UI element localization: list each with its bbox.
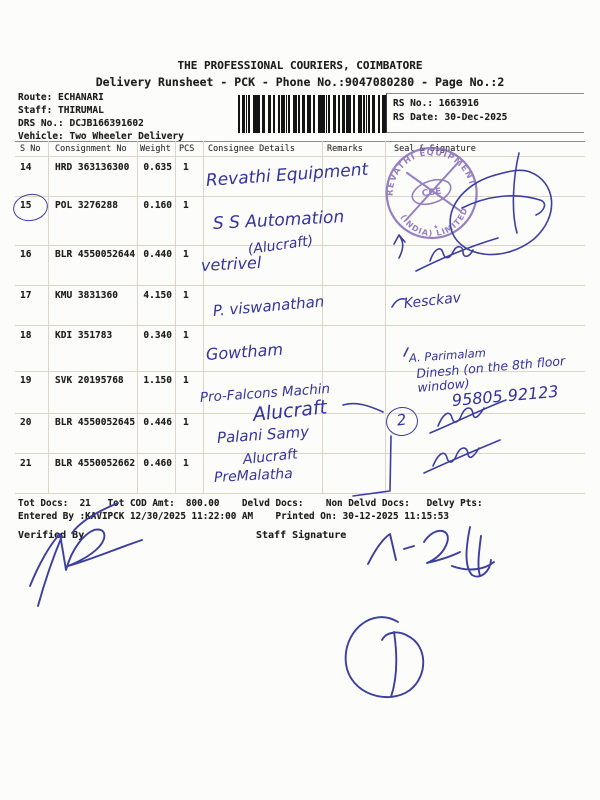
row-weight: 0.460 [143, 458, 172, 469]
col-header-pcs: PCS [179, 144, 195, 154]
row-sno: 19 [20, 375, 32, 386]
grid-line [203, 141, 204, 493]
big-oval-signature-t [461, 152, 546, 234]
rs-info-box: RS No.: 1663916 RS Date: 30-Dec-2025 [386, 93, 584, 133]
grid-line [15, 141, 585, 142]
grid-line [15, 493, 585, 494]
row-sno: 18 [20, 330, 32, 341]
row-sno: 14 [20, 162, 32, 173]
row-consignment: POL 3276288 [55, 200, 118, 211]
grid-line [15, 285, 585, 286]
vehicle-label: Vehicle: Two Wheeler Delivery [18, 131, 184, 142]
staff-signature-label: Staff Signature [256, 530, 347, 541]
stamp-star-icon: ★ [433, 221, 439, 231]
row-weight: 0.446 [143, 417, 172, 428]
row-pcs: 1 [183, 375, 189, 386]
row-weight: 0.340 [143, 330, 172, 341]
grid-line [385, 141, 386, 493]
verified-by-label: Verified By [18, 530, 85, 541]
row-sno: 20 [20, 417, 32, 428]
big-oval-signature [449, 169, 553, 256]
grid-line [15, 196, 585, 197]
grid-line [15, 413, 585, 414]
rs-date: RS Date: 30-Dec-2025 [393, 112, 508, 123]
grid-line [15, 453, 585, 454]
row-weight: 0.160 [143, 200, 172, 211]
parimalam-tick [403, 347, 409, 357]
row-pcs: 1 [183, 162, 189, 173]
row-consignment: SVK 20195768 [55, 375, 124, 386]
row-weight: 0.635 [143, 162, 172, 173]
col-header-weight: Weight [140, 144, 171, 154]
rs-no: RS No.: 1663916 [393, 98, 479, 109]
remark-arrow-up [393, 234, 406, 259]
row-consignment: BLR 4550052662 [55, 458, 136, 469]
row-weight: 1.150 [143, 375, 172, 386]
row-sno: 15 [20, 200, 32, 211]
row-consignment: KMU 3831360 [55, 290, 118, 301]
bottom-pen-circle [344, 616, 425, 699]
courier-title: THE PROFESSIONAL COURIERS, COIMBATORE [177, 59, 423, 72]
row-consignment: BLR 4550052644 [55, 249, 136, 260]
grid-line [137, 141, 138, 493]
row-consignment: KDI 351783 [55, 330, 113, 341]
bracket-line [342, 402, 392, 497]
row-pcs: 1 [183, 458, 189, 469]
company-stamp: REVATHI EQUIPMENT (INDIA) LIMITED CBE ★ [380, 143, 478, 242]
totals-line: Tot Docs: 21 Tot COD Amt: 800.00 Delvd D… [18, 498, 483, 509]
row-sno: 17 [20, 290, 32, 301]
grid-line [15, 156, 585, 157]
grid-line [15, 245, 585, 246]
col-header-remarks: Remarks [327, 144, 363, 154]
keshav-arrow [391, 297, 406, 308]
manu-signature-2 [423, 439, 501, 474]
grid-line [15, 371, 585, 372]
entered-line: Entered By :KAVIPCK 12/30/2025 11:22:00 … [18, 511, 449, 522]
grid-line [48, 141, 49, 493]
row-consignment: BLR 4550052645 [55, 417, 136, 428]
row-consignment: HRD 363136300 [55, 162, 130, 173]
staff-label: Staff: THIRUMAL [18, 105, 104, 116]
runsheet-barcode [238, 95, 386, 133]
row-pcs: 1 [183, 417, 189, 428]
row-weight: 0.440 [143, 249, 172, 260]
runsheet-subtitle: Delivery Runsheet - PCK - Phone No.:9047… [95, 75, 505, 89]
verified-by-signature [29, 502, 143, 607]
row-pcs: 1 [183, 290, 189, 301]
row-pcs: 1 [183, 200, 189, 211]
row-pcs: 1 [183, 330, 189, 341]
grid-line [322, 141, 323, 493]
row-sno: 16 [20, 249, 32, 260]
col-header-sno: S No [20, 144, 41, 154]
row-sno: 21 [20, 458, 32, 469]
bassu-signature [415, 237, 499, 272]
col-header-consignee: Consignee Details [208, 144, 295, 154]
drs-no-label: DRS No.: DCJB166391602 [18, 118, 144, 129]
grid-line [175, 141, 176, 493]
grid-line [15, 325, 585, 326]
row-pcs: 1 [183, 249, 189, 260]
row-weight: 4.150 [143, 290, 172, 301]
col-header-consignment: Consignment No [55, 144, 127, 154]
staff-signature-scribble [367, 526, 495, 578]
manu-signature-1 [429, 399, 507, 434]
route-label: Route: ECHANARI [18, 92, 104, 103]
